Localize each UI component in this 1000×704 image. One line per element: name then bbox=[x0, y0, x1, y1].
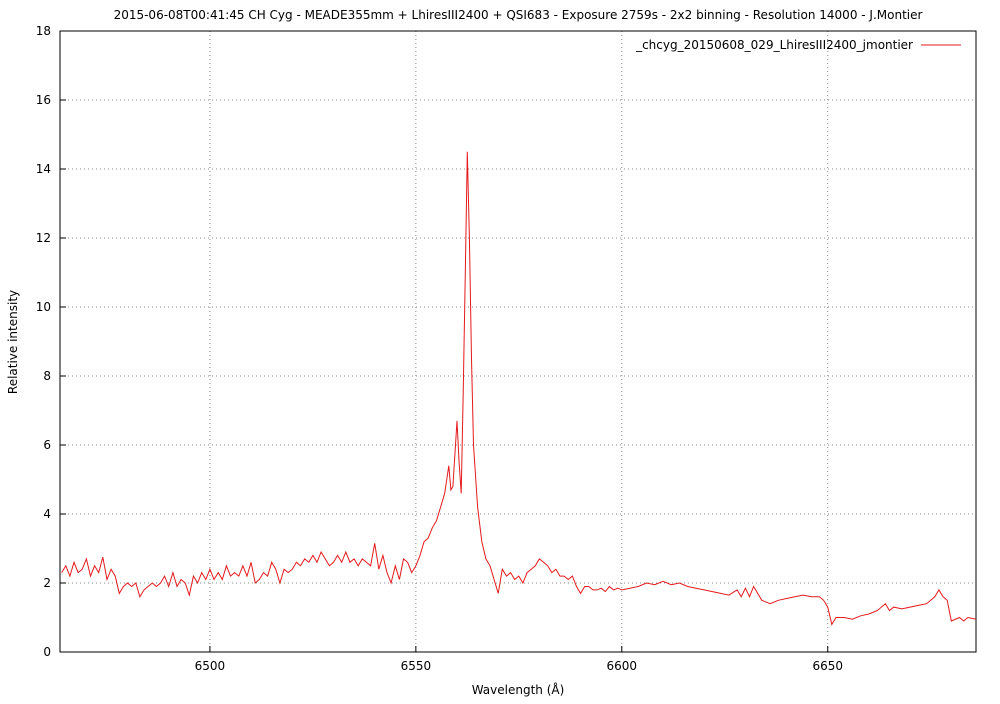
chart-title: 2015-06-08T00:41:45 CH Cyg - MEADE355mm … bbox=[114, 8, 923, 22]
y-tick-label: 4 bbox=[43, 507, 51, 521]
y-tick-label: 0 bbox=[43, 645, 51, 659]
y-tick-label: 16 bbox=[36, 93, 51, 107]
y-tick-label: 2 bbox=[43, 576, 51, 590]
y-tick-label: 10 bbox=[36, 300, 51, 314]
y-axis-label: Relative intensity bbox=[6, 290, 20, 394]
y-axis-ticks: 0 2 4 6 8 10 12 14 16 18 bbox=[36, 24, 66, 659]
y-tick-label: 8 bbox=[43, 369, 51, 383]
legend: _chcyg_20150608_029_LhiresIII2400_jmonti… bbox=[635, 38, 961, 52]
y-tick-label: 12 bbox=[36, 231, 51, 245]
plot-frame bbox=[59, 30, 977, 653]
legend-label: _chcyg_20150608_029_LhiresIII2400_jmonti… bbox=[635, 38, 913, 52]
x-axis-label: Wavelength (Å) bbox=[472, 682, 565, 697]
x-tick-label: 6550 bbox=[401, 659, 432, 673]
grid bbox=[60, 31, 976, 652]
y-tick-label: 18 bbox=[36, 24, 51, 38]
y-tick-label: 14 bbox=[36, 162, 51, 176]
x-tick-label: 6650 bbox=[812, 659, 843, 673]
series-line bbox=[61, 151, 977, 626]
x-tick-label: 6500 bbox=[195, 659, 226, 673]
x-axis-ticks: 6500 6550 6600 6650 bbox=[195, 646, 843, 673]
x-tick-label: 6600 bbox=[607, 659, 638, 673]
y-tick-label: 6 bbox=[43, 438, 51, 452]
